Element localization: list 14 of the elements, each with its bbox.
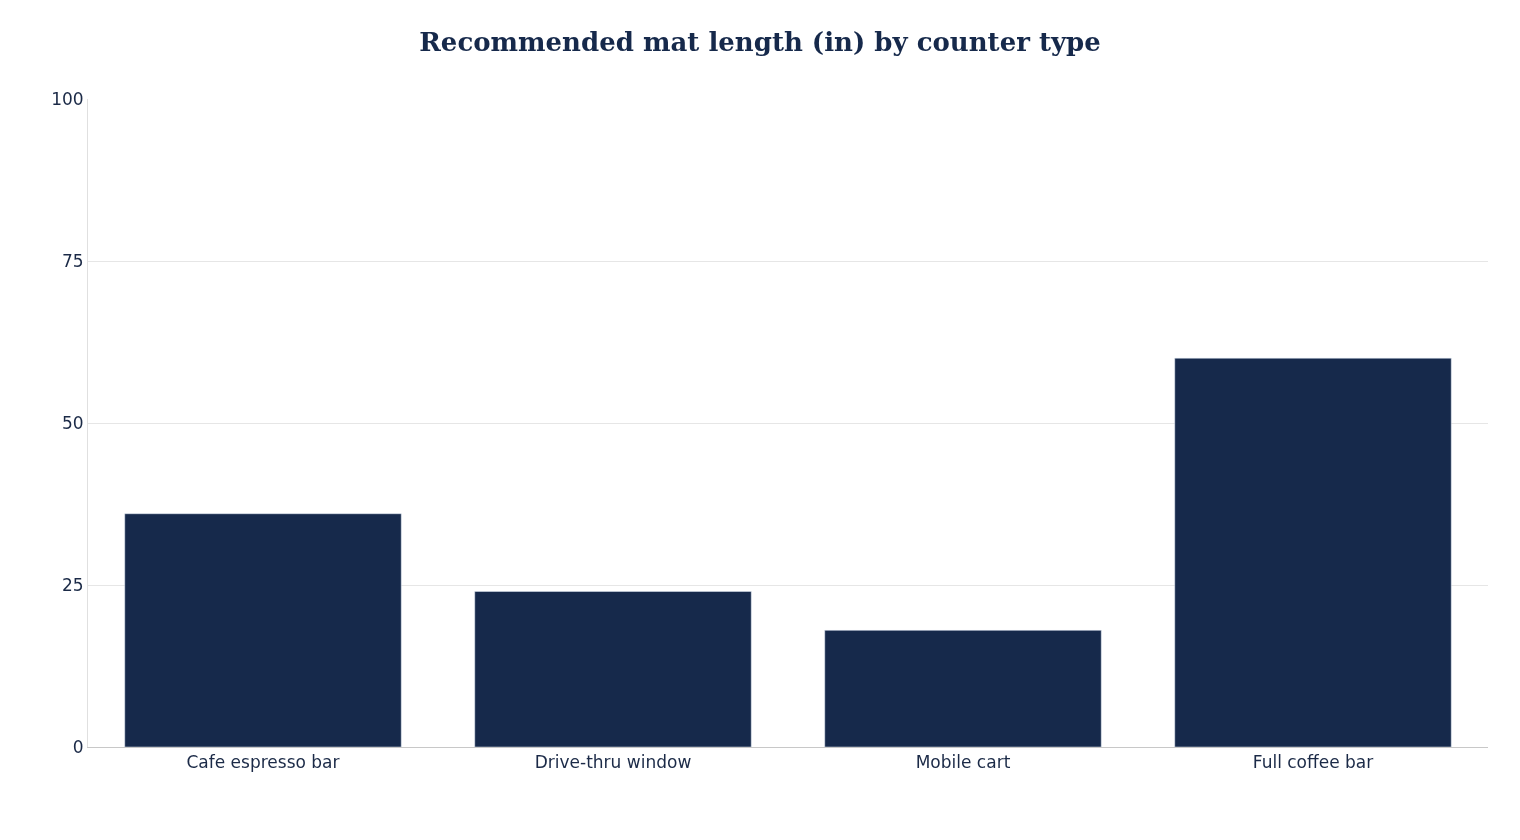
bar bbox=[824, 630, 1102, 747]
bar bbox=[124, 513, 402, 747]
x-tick-label: Mobile cart bbox=[915, 752, 1011, 773]
x-tick-label: Cafe espresso bar bbox=[186, 752, 340, 773]
x-tick-label: Full coffee bar bbox=[1252, 752, 1374, 773]
y-tick-label: 50 bbox=[61, 412, 84, 433]
bar bbox=[474, 591, 752, 747]
y-tick-label: 25 bbox=[61, 574, 84, 595]
x-tick-label: Drive-thru window bbox=[534, 752, 692, 773]
y-tick-label: 75 bbox=[61, 250, 84, 271]
y-tick-label: 100 bbox=[51, 88, 84, 109]
bar bbox=[1174, 357, 1452, 747]
chart-title: Recommended mat length (in) by counter type bbox=[419, 27, 1101, 58]
y-tick-label: 0 bbox=[72, 736, 84, 757]
